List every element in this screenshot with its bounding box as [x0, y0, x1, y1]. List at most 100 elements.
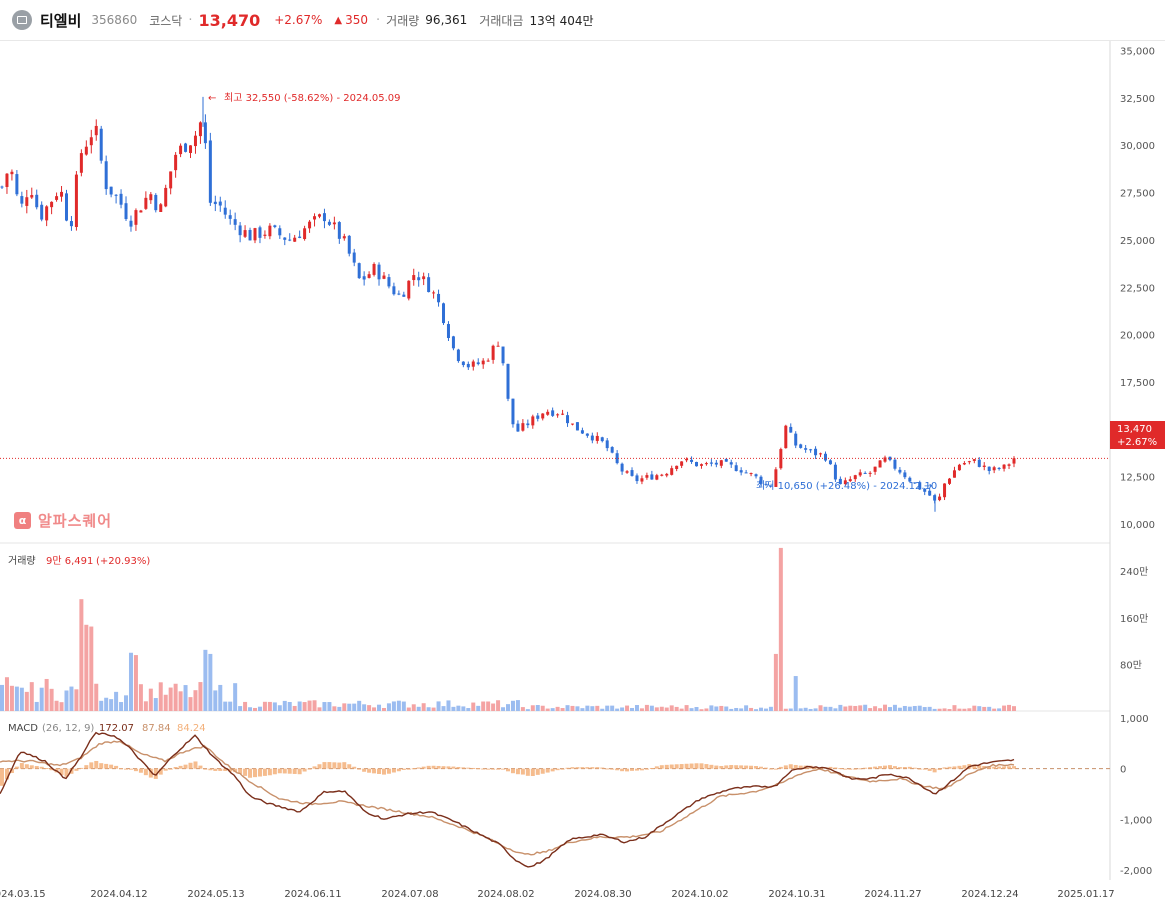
macd-histogram-bar: [213, 768, 218, 771]
candle-body: [977, 459, 981, 467]
macd-histogram-bar: [312, 766, 317, 769]
candle-body: [193, 135, 197, 147]
volume-bar: [620, 707, 625, 711]
macd-axis-tick: 1,000: [1120, 714, 1149, 725]
candle-body: [372, 263, 376, 275]
volume-bar: [456, 705, 461, 711]
candle-body: [104, 161, 108, 190]
candle-body: [794, 433, 798, 446]
volume-bar: [357, 700, 362, 711]
volume-bar: [124, 695, 129, 711]
macd-histogram-bar: [178, 765, 183, 769]
macd-histogram-bar: [248, 768, 253, 778]
candle-body: [967, 461, 971, 463]
macd-histogram-bar: [143, 768, 148, 776]
macd-legend-label: MACD: [8, 723, 38, 734]
candle-body: [238, 225, 242, 236]
volume-bar: [679, 708, 684, 711]
volume-bar: [297, 701, 302, 711]
volume-bar: [952, 705, 957, 711]
volume-bar: [396, 700, 401, 711]
volume-bar: [654, 707, 659, 711]
candle-body: [357, 263, 361, 279]
candle-body: [948, 478, 952, 484]
volume-bar: [337, 706, 342, 711]
candle-body: [769, 485, 773, 487]
candle-body: [650, 474, 654, 480]
macd-histogram-bar: [168, 768, 173, 770]
volume-bar: [992, 708, 997, 711]
price-axis-tick: 22,500: [1120, 283, 1155, 294]
volume-bar: [570, 705, 575, 711]
date-axis-tick: 2024.08.30: [574, 889, 631, 900]
candle-body: [248, 229, 252, 241]
macd-histogram-bar: [133, 768, 138, 772]
candle-body: [164, 187, 168, 207]
low-annotation: 최저 10,650 (+26.48%) - 2024.12.10: [756, 480, 937, 492]
candle-body: [804, 448, 808, 450]
volume-bar: [143, 701, 148, 711]
volume-bar: [515, 700, 520, 711]
macd-histogram-bar: [307, 768, 312, 770]
candle-body: [764, 483, 768, 485]
volume-bar: [962, 708, 967, 711]
volume-value: 96,361: [425, 13, 468, 27]
separator-dot: ·: [376, 12, 381, 28]
date-axis-tick: 2024.07.08: [381, 889, 438, 900]
candle-body: [521, 423, 525, 431]
volume-bar: [317, 707, 322, 711]
volume-bar: [0, 684, 4, 711]
candle-body: [814, 448, 818, 456]
stock-code: 356860: [91, 13, 138, 27]
candle-body: [432, 292, 436, 294]
volume-bar: [138, 684, 143, 711]
volume-bar: [967, 708, 972, 711]
volume-bar: [282, 700, 287, 711]
candle-body: [466, 363, 470, 368]
macd-histogram-bar: [84, 765, 89, 769]
volume-bar: [739, 708, 744, 711]
candle-body: [744, 472, 748, 474]
volume-bar: [694, 707, 699, 711]
macd-histogram-bar: [654, 766, 659, 769]
volume-bar: [223, 701, 228, 711]
volume-bar: [535, 705, 540, 711]
volume-bar: [476, 705, 481, 711]
candle-body: [982, 465, 986, 467]
volume-bar: [610, 705, 615, 711]
macd-histogram-bar: [917, 768, 922, 770]
volume-bar: [639, 708, 644, 711]
macd-histogram-bar: [550, 768, 555, 772]
candle-body: [64, 193, 68, 221]
macd-histogram-bar: [739, 765, 744, 769]
candle-body: [600, 437, 604, 442]
macd-histogram-bar: [436, 765, 441, 769]
stock-name[interactable]: 티엘비: [40, 11, 82, 30]
candle-body: [833, 464, 837, 480]
macd-histogram-bar: [595, 767, 600, 769]
macd-histogram-bar: [997, 766, 1002, 769]
volume-bar: [218, 684, 223, 711]
amount-label: 거래대금: [479, 13, 524, 28]
candle-body: [938, 496, 942, 501]
candle-body: [873, 466, 877, 472]
candle-body: [268, 225, 272, 237]
macd-histogram-bar: [843, 768, 848, 770]
macd-legend-hist: 84.24: [177, 723, 206, 734]
volume-bar: [803, 707, 808, 711]
volume-bar: [749, 707, 754, 711]
candle-body: [506, 363, 510, 399]
candle-body: [491, 345, 495, 360]
volume-bar: [972, 705, 977, 711]
candle-body: [218, 201, 222, 206]
volume-bar: [853, 705, 858, 711]
macd-histogram-bar: [421, 766, 426, 769]
candle-body: [575, 422, 579, 431]
candle-body: [858, 472, 862, 476]
macd-histogram-bar: [277, 768, 282, 774]
volume-bar: [451, 706, 456, 711]
volume-bar: [54, 700, 59, 711]
candle-body: [0, 186, 4, 188]
macd-histogram-bar: [674, 764, 679, 769]
